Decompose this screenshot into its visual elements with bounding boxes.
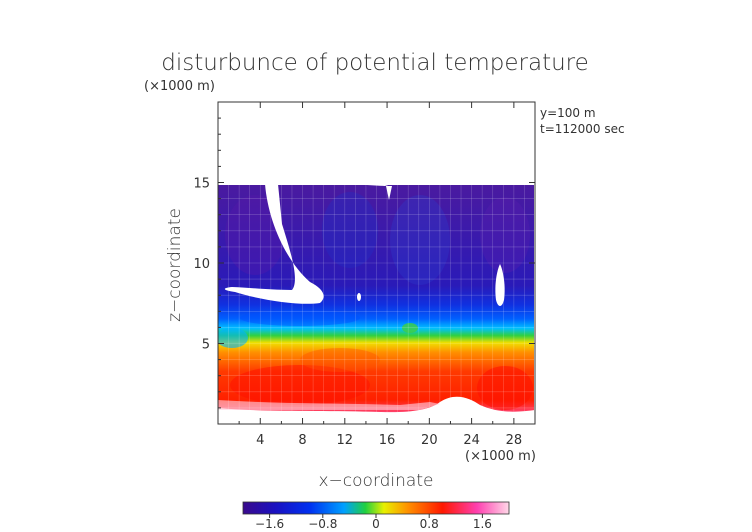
- y-tick-label: 5: [202, 338, 210, 353]
- x-tick-label: 20: [421, 433, 438, 448]
- heatmap-field: [218, 102, 535, 424]
- x-tick-label: 12: [337, 433, 354, 448]
- x-tick-label: 4: [256, 433, 264, 448]
- colorbar-tick-label: 0.8: [420, 517, 439, 531]
- x-tick-label: 8: [298, 433, 306, 448]
- colorbar-tick-label: −0.8: [308, 517, 337, 531]
- y-tick-label: 15: [193, 177, 210, 192]
- colorbar-tick-label: 1.6: [473, 517, 492, 531]
- y-axis-label: z−coordinate: [165, 208, 185, 322]
- x-unit-label: (×1000 m): [465, 449, 536, 464]
- annotation-y: y=100 m: [540, 106, 596, 120]
- x-tick-label: 24: [463, 433, 480, 448]
- chart-title: disturbunce of potential temperature: [161, 50, 589, 76]
- y-unit-label: (×1000 m): [144, 79, 215, 94]
- x-tick-label: 16: [379, 433, 396, 448]
- x-axis-label: x−coordinate: [319, 471, 434, 491]
- colorbar: [242, 501, 510, 515]
- x-axis: 4 8 12 16 20 24 28: [238, 102, 523, 448]
- y-axis: 5 10 15: [193, 117, 535, 409]
- colorbar-tick-label: −1.6: [255, 517, 284, 531]
- y-tick-label: 10: [193, 257, 210, 272]
- annotation-t: t=112000 sec: [540, 122, 625, 136]
- colorbar-ticks: −1.6 −0.8 0 0.8 1.6: [255, 514, 492, 531]
- x-tick-label: 28: [506, 433, 523, 448]
- colorbar-tick-label: 0: [372, 517, 380, 531]
